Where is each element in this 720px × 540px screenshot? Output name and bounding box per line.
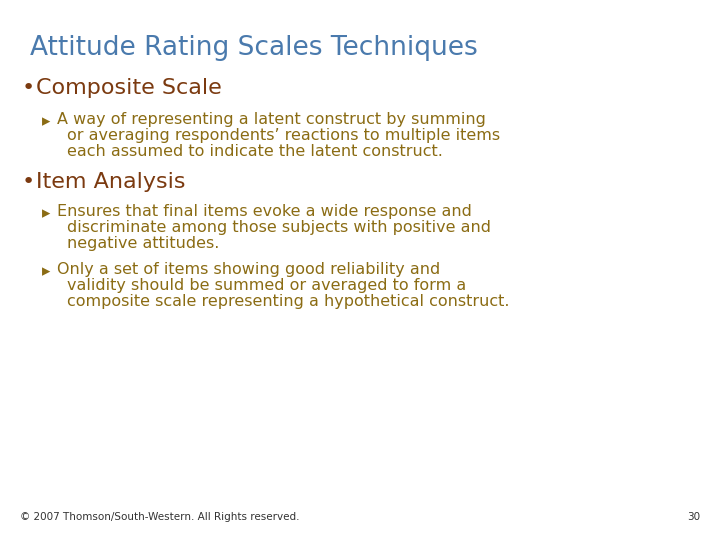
Text: ▸: ▸ bbox=[42, 204, 50, 222]
Text: A way of representing a latent construct by summing: A way of representing a latent construct… bbox=[57, 112, 486, 127]
Text: •: • bbox=[22, 172, 35, 192]
Text: composite scale representing a hypothetical construct.: composite scale representing a hypotheti… bbox=[67, 294, 510, 309]
Text: Item Analysis: Item Analysis bbox=[36, 172, 186, 192]
Text: Only a set of items showing good reliability and: Only a set of items showing good reliabi… bbox=[57, 262, 440, 277]
Text: •: • bbox=[22, 78, 35, 98]
Text: Composite Scale: Composite Scale bbox=[36, 78, 222, 98]
Text: Attitude Rating Scales Techniques: Attitude Rating Scales Techniques bbox=[30, 35, 478, 61]
Text: or averaging respondents’ reactions to multiple items: or averaging respondents’ reactions to m… bbox=[67, 128, 500, 143]
Text: validity should be summed or averaged to form a: validity should be summed or averaged to… bbox=[67, 278, 467, 293]
Text: 30: 30 bbox=[687, 512, 700, 522]
Text: discriminate among those subjects with positive and: discriminate among those subjects with p… bbox=[67, 220, 491, 235]
Text: ▸: ▸ bbox=[42, 262, 50, 280]
Text: ▸: ▸ bbox=[42, 112, 50, 130]
Text: each assumed to indicate the latent construct.: each assumed to indicate the latent cons… bbox=[67, 144, 443, 159]
Text: negative attitudes.: negative attitudes. bbox=[67, 236, 220, 251]
Text: © 2007 Thomson/South-Western. All Rights reserved.: © 2007 Thomson/South-Western. All Rights… bbox=[20, 512, 300, 522]
Text: Ensures that final items evoke a wide response and: Ensures that final items evoke a wide re… bbox=[57, 204, 472, 219]
